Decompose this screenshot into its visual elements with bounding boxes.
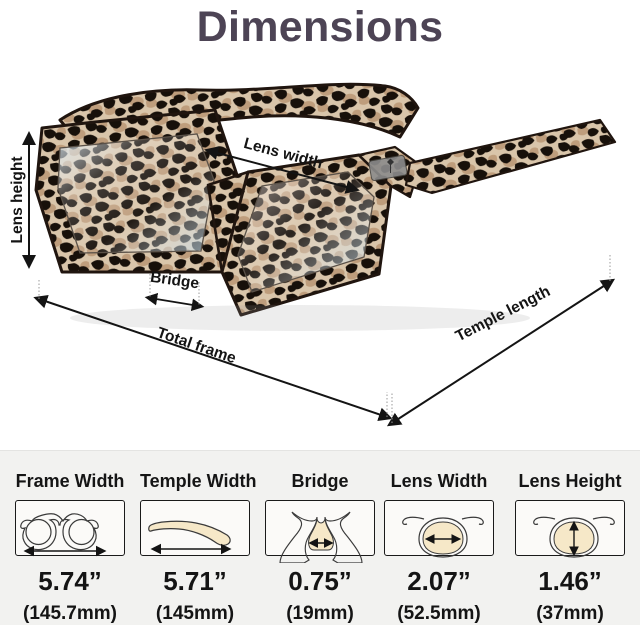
svg-text:Bridge: Bridge bbox=[149, 269, 200, 293]
svg-text:Lens height: Lens height bbox=[9, 157, 26, 244]
svg-text:Temple length: Temple length bbox=[453, 283, 553, 345]
svg-text:Lens width: Lens width bbox=[242, 135, 325, 172]
svg-text:Total frame: Total frame bbox=[155, 324, 239, 367]
